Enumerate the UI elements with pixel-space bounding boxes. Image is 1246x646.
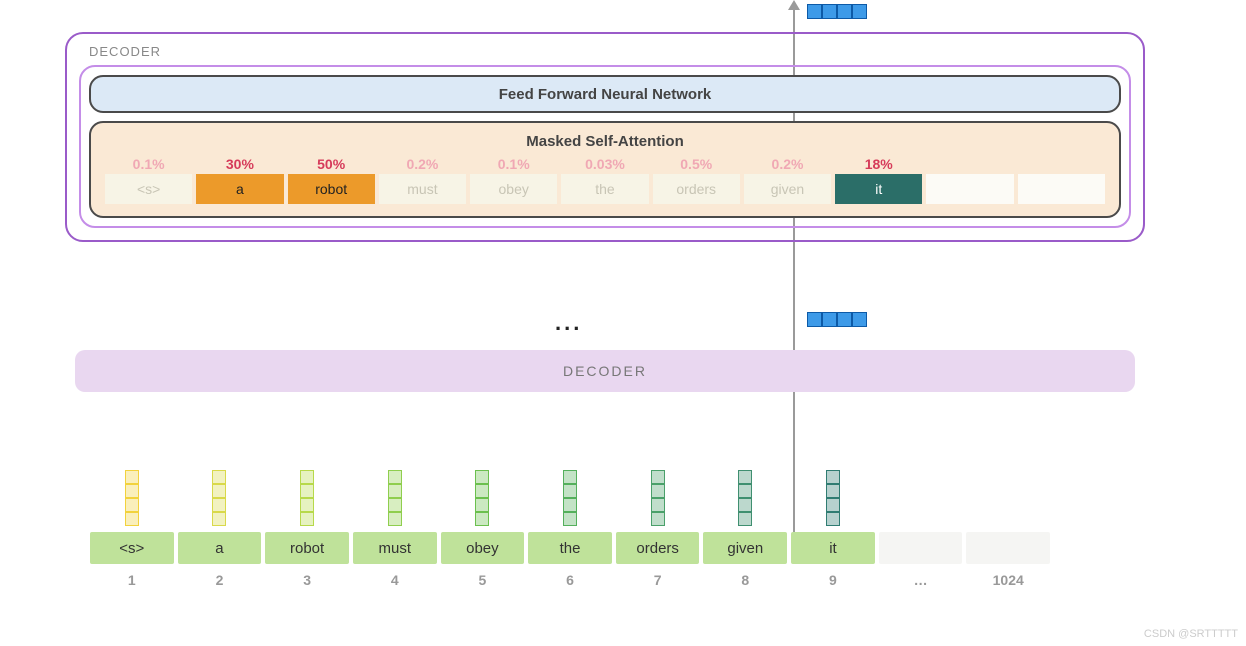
attention-pct (1018, 156, 1105, 172)
attention-token: the (561, 174, 648, 204)
position-label: 7 (616, 572, 700, 588)
input-token: robot (265, 532, 349, 564)
position-row: 123456789…1024 (90, 564, 1050, 588)
vector-cell (837, 312, 852, 327)
input-token: orders (616, 532, 700, 564)
input-vector (879, 470, 963, 526)
position-label: 4 (353, 572, 437, 588)
vector-cell (852, 312, 867, 327)
input-vector (90, 470, 174, 526)
input-vector (441, 470, 525, 526)
attention-pct: 0.2% (379, 156, 466, 172)
decoder-label: DECODER (89, 44, 1131, 59)
attention-pct: 0.5% (653, 156, 740, 172)
input-vector (966, 470, 1050, 526)
decoder-bottom: DECODER (75, 350, 1135, 392)
attention-pct-row: 0.1%30%50%0.2%0.1%0.03%0.5%0.2%18% (105, 156, 1105, 172)
attention-pct: 50% (288, 156, 375, 172)
input-token (966, 532, 1050, 564)
attention-token (926, 174, 1013, 204)
vector-cell (807, 4, 822, 19)
vector-cell (852, 4, 867, 19)
input-tokens-row: <s>arobotmustobeytheordersgivenit (90, 532, 1050, 564)
decoder-outer: DECODER Feed Forward Neural Network Mask… (65, 32, 1145, 242)
input-token: must (353, 532, 437, 564)
attention-pct: 30% (196, 156, 283, 172)
input-token: it (791, 532, 875, 564)
decoder-inner: Feed Forward Neural Network Masked Self-… (79, 65, 1131, 228)
attention-pct: 18% (835, 156, 922, 172)
input-token: obey (441, 532, 525, 564)
attention-pct: 0.03% (561, 156, 648, 172)
position-label: 9 (791, 572, 875, 588)
input-token: given (703, 532, 787, 564)
position-label: … (879, 572, 963, 588)
attention-pct: 0.1% (470, 156, 557, 172)
feed-forward-block: Feed Forward Neural Network (89, 75, 1121, 113)
attention-token: must (379, 174, 466, 204)
position-label: 2 (178, 572, 262, 588)
attention-token: robot (288, 174, 375, 204)
attention-pct: 0.2% (744, 156, 831, 172)
attention-title: Masked Self-Attention (105, 133, 1105, 150)
attention-pct: 0.1% (105, 156, 192, 172)
input-vector (265, 470, 349, 526)
vector-cell (807, 312, 822, 327)
input-token: <s> (90, 532, 174, 564)
input-area: <s>arobotmustobeytheordersgivenit 123456… (90, 470, 1050, 588)
input-vectors-row (90, 470, 1050, 526)
attention-token: orders (653, 174, 740, 204)
output-vector-top (807, 4, 867, 19)
position-label: 3 (265, 572, 349, 588)
attention-token (1018, 174, 1105, 204)
attention-token: given (744, 174, 831, 204)
input-vector (353, 470, 437, 526)
attention-token: obey (470, 174, 557, 204)
attention-token: a (196, 174, 283, 204)
input-token: a (178, 532, 262, 564)
position-label: 8 (703, 572, 787, 588)
input-token (879, 532, 963, 564)
attention-token: <s> (105, 174, 192, 204)
vector-cell (837, 4, 852, 19)
input-token: the (528, 532, 612, 564)
input-vector (616, 470, 700, 526)
position-label: 6 (528, 572, 612, 588)
watermark: CSDN @SRTTTTT (1144, 628, 1238, 640)
output-vector-mid (807, 312, 867, 327)
attention-token: it (835, 174, 922, 204)
input-vector (178, 470, 262, 526)
position-label: 1024 (966, 572, 1050, 588)
input-vector (791, 470, 875, 526)
vector-cell (822, 312, 837, 327)
input-vector (703, 470, 787, 526)
attention-pct (926, 156, 1013, 172)
layers-ellipsis: ... (555, 310, 582, 336)
masked-self-attention-block: Masked Self-Attention 0.1%30%50%0.2%0.1%… (89, 121, 1121, 218)
vector-cell (822, 4, 837, 19)
attention-token-row: <s>arobotmustobeytheordersgivenit (105, 174, 1105, 204)
position-label: 5 (441, 572, 525, 588)
position-label: 1 (90, 572, 174, 588)
input-vector (528, 470, 612, 526)
